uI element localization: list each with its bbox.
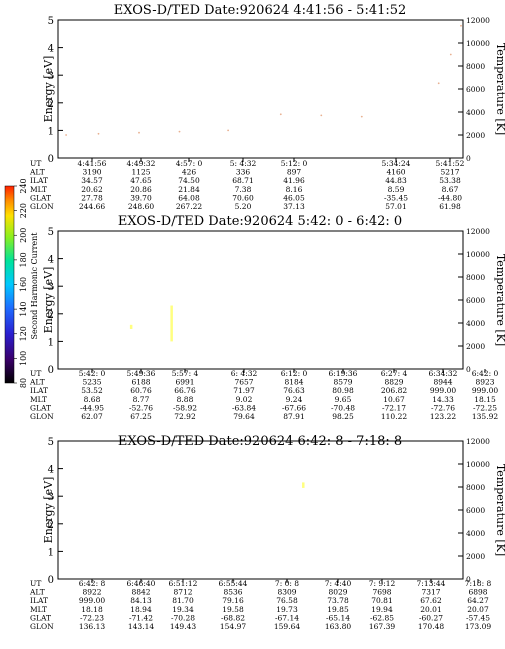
orbit-cell: 5:12: 0 bbox=[281, 159, 308, 168]
temperature-point bbox=[97, 132, 100, 135]
orbit-cell: 3190 bbox=[82, 168, 101, 177]
temperature-point bbox=[360, 115, 363, 118]
orbit-cell: 41.96 bbox=[283, 176, 305, 185]
panel-1: EXOS-D/TED Date:920624 4:41:56 - 5:41:52… bbox=[29, 3, 505, 211]
panel-1-title: EXOS-D/TED Date:920624 4:41:56 - 5:41:52 bbox=[114, 3, 407, 18]
orbit-cell: 57.01 bbox=[385, 202, 406, 211]
y-tick-right-label: 12000 bbox=[466, 16, 490, 25]
temperature-point bbox=[227, 129, 230, 132]
orbit-cell: 68.71 bbox=[232, 176, 253, 185]
orbit-cell: 4:57: 0 bbox=[176, 159, 203, 168]
panel-1-orbit-table: UT 4:41:56 4:49:32 4:57: 0 5: 4:32 5:12: 0 5:3… bbox=[29, 158, 465, 211]
orbit-row-label: MLT bbox=[30, 185, 47, 194]
orbit-cell: 5: 4:32 bbox=[230, 159, 257, 168]
orbit-cell: 4160 bbox=[386, 168, 405, 177]
orbit-cell: 20.62 bbox=[81, 185, 103, 194]
y-tick-right-label: 10000 bbox=[466, 39, 490, 48]
orbit-row-label: UT bbox=[30, 159, 41, 168]
orbit-row-label: GLAT bbox=[30, 193, 51, 202]
orbit-cell: 8.16 bbox=[286, 185, 303, 194]
orbit-row-label: ALT bbox=[29, 168, 45, 177]
orbit-cell: 8.59 bbox=[388, 185, 405, 194]
orbit-cell: 39.70 bbox=[130, 193, 152, 202]
orbit-cell: 4:41:56 bbox=[78, 159, 107, 168]
orbit-row-label: GLON bbox=[30, 202, 54, 211]
orbit-cell: 5:41:52 bbox=[436, 159, 465, 168]
temperature-point bbox=[460, 24, 462, 27]
y-tick-label: 4 bbox=[48, 44, 54, 55]
orbit-cell: 426 bbox=[182, 168, 197, 177]
orbit-cell: 336 bbox=[236, 168, 251, 177]
y-tick-label: 3 bbox=[48, 71, 54, 82]
orbit-cell: -35.45 bbox=[384, 193, 408, 202]
panel-2-heatmap bbox=[129, 305, 198, 342]
y-tick-label: 0 bbox=[48, 154, 54, 165]
panel-1-ylabel: Energy [eV] bbox=[42, 56, 55, 123]
y-tick-label: 5 bbox=[48, 16, 54, 27]
panel-2: EXOS-D/TED Date:920624 5:42: 0 - 6:42: 0… bbox=[29, 214, 505, 421]
orbit-cell: 7.38 bbox=[235, 185, 252, 194]
orbit-cell: 5:34:24 bbox=[382, 159, 411, 168]
orbit-row-label: ILAT bbox=[30, 176, 48, 185]
panel-1-y-ticks: 0 1 2 3 4 5 0 2000 4000 6000 8000 10000 12000 bbox=[48, 16, 490, 165]
temperature-point bbox=[449, 53, 452, 56]
orbit-cell: 46.05 bbox=[283, 193, 305, 202]
orbit-cell: 8.67 bbox=[442, 185, 459, 194]
orbit-cell: 61.98 bbox=[439, 202, 461, 211]
orbit-cell: 897 bbox=[287, 168, 302, 177]
y-tick-label: 2 bbox=[48, 99, 54, 110]
panel-1-frame bbox=[57, 19, 464, 159]
orbit-cell: 248.60 bbox=[128, 202, 154, 211]
orbit-cell: 44.83 bbox=[385, 176, 407, 185]
panel-1-heatmap bbox=[65, 24, 462, 136]
orbit-cell: 5217 bbox=[440, 168, 459, 177]
orbit-cell: 1125 bbox=[131, 168, 150, 177]
orbit-cell: 4:49:32 bbox=[127, 159, 156, 168]
temperature-point bbox=[320, 114, 323, 117]
orbit-cell: 20.86 bbox=[130, 185, 152, 194]
y-tick-right-label: 8000 bbox=[466, 62, 485, 71]
panel-2-title: EXOS-D/TED Date:920624 5:42: 0 - 6:42: 0 bbox=[118, 214, 402, 229]
orbit-cell: 64.08 bbox=[178, 193, 200, 202]
y-tick-label: 1 bbox=[48, 126, 54, 137]
temperature-point bbox=[65, 134, 67, 136]
orbit-cell: 70.60 bbox=[232, 193, 254, 202]
temperature-point bbox=[138, 131, 140, 134]
orbit-cell: 34.57 bbox=[81, 176, 103, 185]
orbit-cell: 53.38 bbox=[439, 176, 461, 185]
y-tick-right-label: 4000 bbox=[466, 108, 485, 117]
temperature-point bbox=[178, 130, 181, 133]
orbit-cell: 244.66 bbox=[79, 202, 105, 211]
temperature-point bbox=[279, 113, 282, 116]
orbit-cell: 47.65 bbox=[130, 176, 152, 185]
panel-1-ylabel-right: Temperature [K] bbox=[494, 43, 505, 135]
temperature-point bbox=[437, 82, 440, 85]
orbit-cell: -44.80 bbox=[438, 193, 462, 202]
orbit-cell: 267.22 bbox=[176, 202, 202, 211]
y-tick-right-label: 0 bbox=[466, 154, 471, 163]
orbit-cell: 74.50 bbox=[178, 176, 200, 185]
orbit-cell: 5.20 bbox=[235, 202, 252, 211]
orbit-cell: 37.13 bbox=[283, 202, 305, 211]
y-tick-right-label: 2000 bbox=[466, 131, 485, 140]
orbit-cell: 21.84 bbox=[178, 185, 200, 194]
y-tick-right-label: 6000 bbox=[466, 85, 485, 94]
orbit-cell: 27.78 bbox=[81, 193, 103, 202]
